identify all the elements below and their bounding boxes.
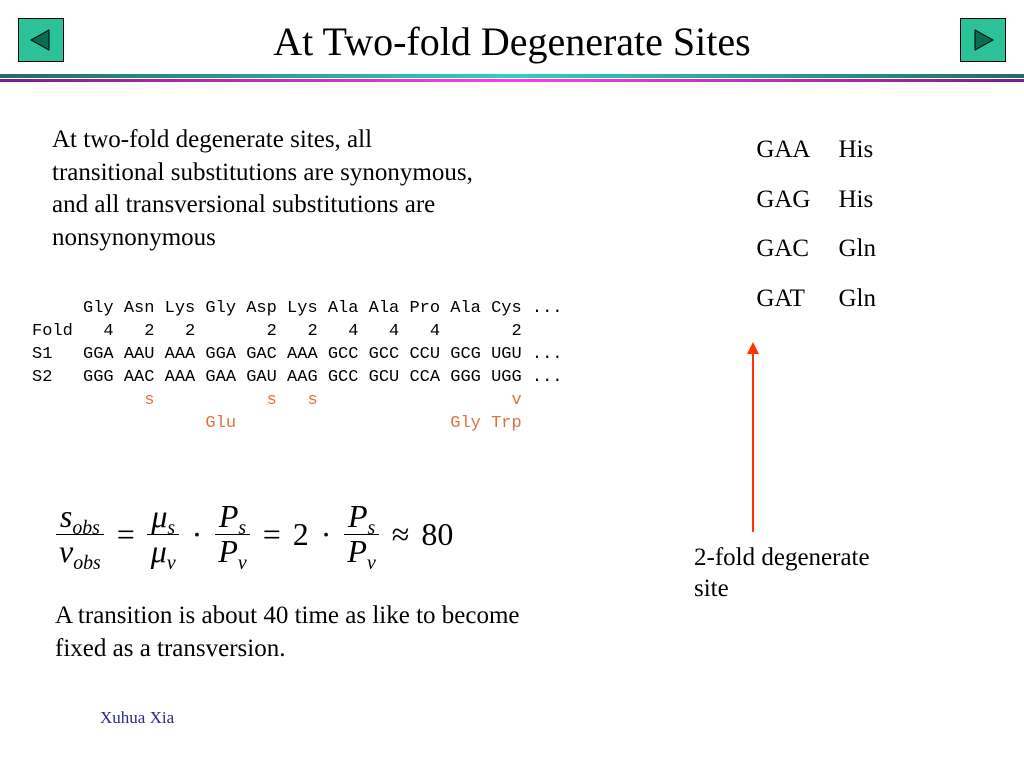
- arrow-left-icon: [27, 26, 55, 54]
- intro-paragraph: At two-fold degenerate sites, all transi…: [52, 124, 482, 254]
- table-row: GAGHis: [756, 176, 902, 224]
- table-row: GATGln: [756, 275, 902, 323]
- page-title: At Two-fold Degenerate Sites: [0, 0, 1024, 65]
- table-row: GAAHis: [756, 126, 902, 174]
- nav-prev-button[interactable]: [18, 18, 64, 62]
- pointer-arrow: [752, 342, 754, 532]
- conclusion-paragraph: A transition is about 40 time as like to…: [55, 600, 535, 665]
- header-divider: [0, 74, 1024, 82]
- author-footer: Xuhua Xia: [100, 708, 174, 728]
- sequence-alignment-block: Gly Asn Lys Gly Asp Lys Ala Ala Pro Ala …: [32, 298, 563, 436]
- arrow-label: 2-fold degenerate site: [694, 542, 884, 605]
- equation: sobs vobs = μs μv · Ps Pv = 2 · Ps Pv ≈ …: [55, 500, 453, 568]
- codon-table: GAAHisGAGHisGACGlnGATGln: [754, 124, 904, 324]
- nav-next-button[interactable]: [960, 18, 1006, 62]
- table-row: GACGln: [756, 225, 902, 273]
- arrow-right-icon: [969, 26, 997, 54]
